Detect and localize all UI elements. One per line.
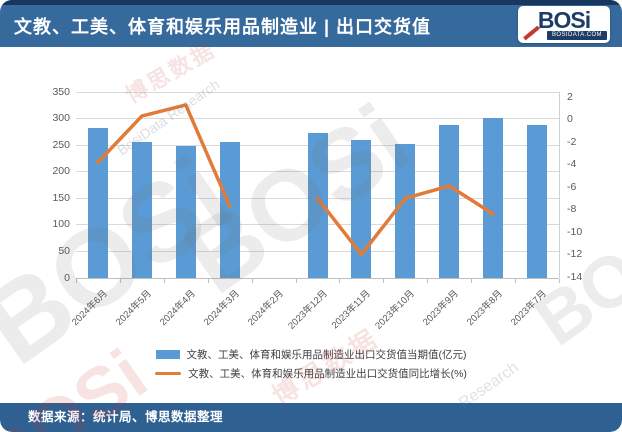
footer: 数据来源：统计局、博思数据整理 (0, 403, 622, 432)
x-axis-tick (163, 279, 165, 283)
left-axis-tick-label: 200 (52, 165, 70, 178)
bar-2024年3月 (219, 141, 240, 278)
right-axis-tick-label: -8 (567, 203, 577, 215)
legend-item-bar: 文教、工美、体育和娱乐用品制造业出口交货值当期值(亿元) (155, 347, 467, 362)
x-axis-tick (471, 279, 473, 283)
x-axis-tick (559, 279, 560, 283)
right-axis-tick-label: -6 (567, 180, 577, 193)
logo-domain: BOSIDATA.COM (547, 31, 607, 40)
bosi-logo: BOSi BOSIDATA.COM (518, 6, 610, 43)
right-axis-tick-label: 2 (567, 90, 573, 103)
x-axis-tick (76, 279, 77, 283)
x-axis-tick (251, 279, 253, 283)
left-axis-tick-label: 50 (58, 244, 70, 257)
bar-swatch-icon (155, 350, 180, 359)
header-accent-strip (0, 0, 622, 5)
line-swatch-icon (155, 371, 182, 376)
left-axis-tick-label: 350 (52, 85, 70, 98)
bar-2023年11月 (351, 139, 372, 278)
right-axis-tick-label: -14 (567, 270, 583, 283)
bar-2023年9月 (439, 124, 460, 278)
x-axis-tick (295, 279, 297, 283)
x-axis-tick (339, 279, 341, 283)
right-axis-tick-label: 0 (567, 113, 573, 125)
bar-2024年4月 (175, 145, 196, 278)
left-axis-tick-label: 250 (52, 138, 70, 151)
left-axis-tick-label: 300 (52, 112, 70, 125)
chart-area: BOSi BOSi BOSi 博思数据 BosiData Research 博思… (0, 36, 622, 432)
left-axis-tick-label: 150 (52, 191, 70, 204)
bar-2023年7月 (527, 125, 548, 278)
header: 文教、工美、体育和娱乐用品制造业 | 出口交货值 BOSi BOSIDATA.C… (0, 0, 622, 47)
legend-item-line: 文教、工美、体育和娱乐用品制造业出口交货值同比增长(%) (155, 366, 467, 381)
legend-label-bar: 文教、工美、体育和娱乐用品制造业出口交货值当期值(亿元) (186, 349, 467, 361)
bar-2023年12月 (307, 133, 328, 278)
right-axis-line (559, 92, 560, 278)
x-axis-tick (383, 279, 385, 283)
right-axis-tick-label: -12 (567, 248, 583, 260)
legend: 文教、工美、体育和娱乐用品制造业出口交货值当期值(亿元) 文教、工美、体育和娱乐… (0, 347, 622, 381)
gridline (76, 118, 559, 120)
x-axis-tick (119, 279, 121, 283)
x-axis-tick (207, 279, 209, 283)
legend-label-line: 文教、工美、体育和娱乐用品制造业出口交货值同比增长(%) (188, 368, 467, 380)
right-axis-tick-label: -10 (567, 225, 583, 238)
right-axis-tick-label: -2 (567, 135, 577, 148)
x-axis-tick (515, 279, 517, 283)
gridline (76, 91, 559, 93)
bar-2023年10月 (395, 144, 416, 278)
page-title: 文教、工美、体育和娱乐用品制造业 | 出口交货值 (14, 17, 432, 37)
bar-2024年6月 (87, 127, 108, 278)
data-source: 数据来源：统计局、博思数据整理 (28, 410, 224, 424)
x-axis-tick (427, 279, 429, 283)
left-axis-tick-label: 100 (52, 218, 70, 231)
x-axis-line (76, 278, 559, 279)
bar-2024年5月 (131, 142, 152, 278)
bar-2023年8月 (483, 118, 504, 278)
logo-wordmark: BOSi (537, 7, 591, 33)
right-axis-tick-label: -4 (567, 158, 577, 170)
left-axis-tick-label: 0 (64, 271, 70, 284)
